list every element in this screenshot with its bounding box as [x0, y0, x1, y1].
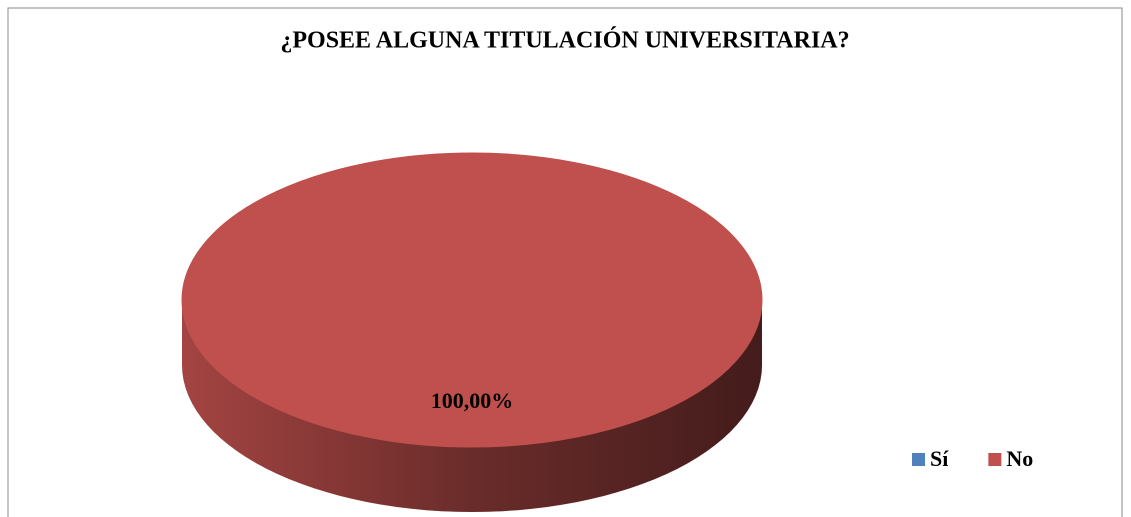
- pie-slice: [181, 152, 763, 448]
- legend-label: No: [1006, 446, 1033, 471]
- legend-swatch: [912, 453, 925, 466]
- chart-title: ¿POSEE ALGUNA TITULACIÓN UNIVERSITARIA?: [280, 27, 849, 54]
- legend-label: Sí: [930, 446, 949, 471]
- chart-border: [7, 7, 1123, 517]
- pie: 100,00%: [181, 152, 763, 512]
- legend: Sí No: [912, 446, 1033, 471]
- pie-side: [182, 300, 762, 512]
- legend-swatch: [988, 453, 1002, 466]
- data-label: 100,00%: [431, 388, 514, 413]
- pie-side-shade: [182, 300, 762, 512]
